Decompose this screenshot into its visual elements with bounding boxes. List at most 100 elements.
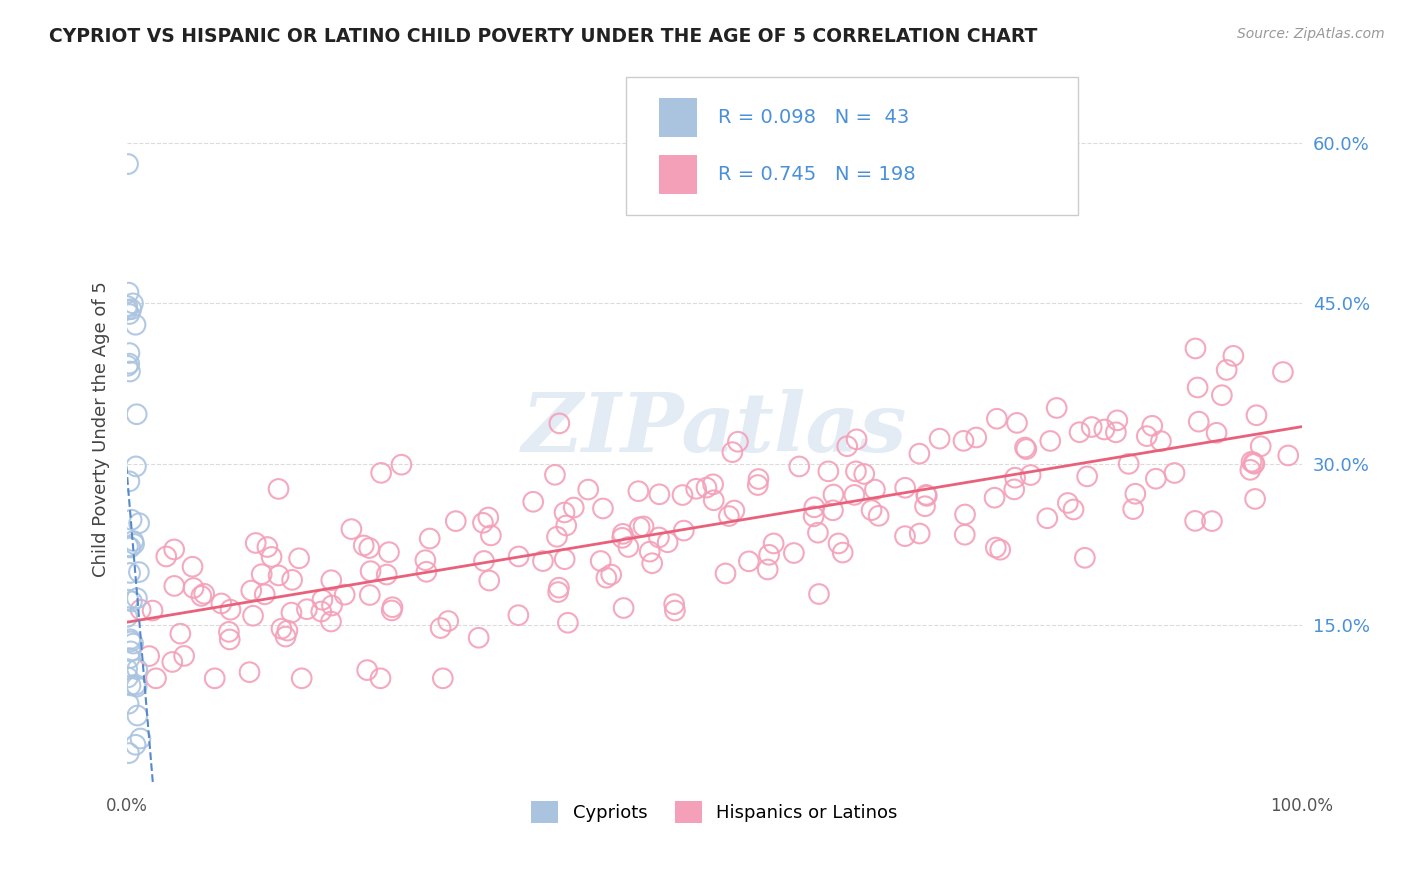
Point <box>1002 483 1025 497</box>
Point <box>1039 434 1062 448</box>
Point <box>242 608 264 623</box>
Point <box>648 487 671 501</box>
Point <box>117 302 139 317</box>
Point <box>508 549 530 564</box>
Point <box>437 614 460 628</box>
Point <box>121 513 143 527</box>
Point <box>1150 434 1173 449</box>
Point <box>120 541 142 555</box>
Point <box>548 417 571 431</box>
Point <box>600 567 623 582</box>
Point <box>218 624 240 639</box>
Point <box>120 632 142 647</box>
Point <box>853 467 876 481</box>
Text: ZIPatlas: ZIPatlas <box>522 389 907 469</box>
Y-axis label: Child Poverty Under the Age of 5: Child Poverty Under the Age of 5 <box>93 281 110 577</box>
Point <box>472 554 495 568</box>
Point <box>860 503 883 517</box>
Point <box>762 536 785 550</box>
Point <box>695 481 717 495</box>
Point <box>1074 550 1097 565</box>
Point <box>1246 409 1268 423</box>
Point <box>125 591 148 606</box>
Point <box>1046 401 1069 415</box>
Point <box>1144 472 1167 486</box>
Point <box>381 600 404 615</box>
Point <box>432 671 454 685</box>
Point <box>190 589 212 603</box>
Point <box>557 615 579 630</box>
Point <box>965 430 987 444</box>
Point <box>1122 502 1144 516</box>
Point <box>204 671 226 685</box>
Point <box>1240 455 1263 469</box>
Point <box>183 581 205 595</box>
Point <box>415 553 437 567</box>
Point <box>1244 491 1267 506</box>
Point <box>1243 456 1265 470</box>
Point <box>1277 449 1299 463</box>
Point <box>546 530 568 544</box>
Point <box>595 571 617 585</box>
Point <box>319 615 342 629</box>
Point <box>115 610 138 624</box>
Point <box>415 565 437 579</box>
Point <box>120 302 142 317</box>
Bar <box>659 155 697 194</box>
Point <box>1036 511 1059 525</box>
Point <box>467 631 489 645</box>
Point <box>1105 425 1128 440</box>
Point <box>429 621 451 635</box>
Point <box>522 495 544 509</box>
Point <box>281 573 304 587</box>
Text: R = 0.745   N = 198: R = 0.745 N = 198 <box>718 165 915 185</box>
Point <box>256 540 278 554</box>
Point <box>1107 413 1129 427</box>
Point <box>155 549 177 564</box>
Point <box>1205 425 1227 440</box>
Point <box>245 536 267 550</box>
Point <box>120 644 142 658</box>
Point <box>1215 363 1237 377</box>
Point <box>953 527 976 541</box>
Point <box>986 411 1008 425</box>
Point <box>627 484 650 499</box>
Point <box>641 556 664 570</box>
Point <box>353 538 375 552</box>
Point <box>908 447 931 461</box>
Point <box>638 544 661 558</box>
Point <box>783 546 806 560</box>
Point <box>914 500 936 514</box>
Point <box>117 697 139 711</box>
Text: CYPRIOT VS HISPANIC OR LATINO CHILD POVERTY UNDER THE AGE OF 5 CORRELATION CHART: CYPRIOT VS HISPANIC OR LATINO CHILD POVE… <box>49 27 1038 45</box>
Point <box>378 545 401 559</box>
Point <box>548 581 571 595</box>
Point <box>984 541 1007 555</box>
Point <box>125 459 148 474</box>
Point <box>124 678 146 692</box>
Point <box>209 597 232 611</box>
Point <box>444 514 467 528</box>
Point <box>953 508 976 522</box>
Point <box>1250 439 1272 453</box>
Point <box>576 483 599 497</box>
Point <box>845 433 868 447</box>
Point <box>1140 418 1163 433</box>
Point <box>544 467 567 482</box>
Point <box>477 510 499 524</box>
Point <box>721 445 744 459</box>
Point <box>128 516 150 530</box>
Point <box>118 651 141 665</box>
Point <box>181 559 204 574</box>
Point <box>827 536 849 550</box>
Point <box>589 554 612 568</box>
Point <box>260 549 283 564</box>
Point <box>894 481 917 495</box>
Point <box>988 542 1011 557</box>
Point <box>173 648 195 663</box>
Point <box>758 548 780 562</box>
Point <box>117 359 139 373</box>
Point <box>128 565 150 579</box>
Bar <box>659 98 697 137</box>
Point <box>664 604 686 618</box>
